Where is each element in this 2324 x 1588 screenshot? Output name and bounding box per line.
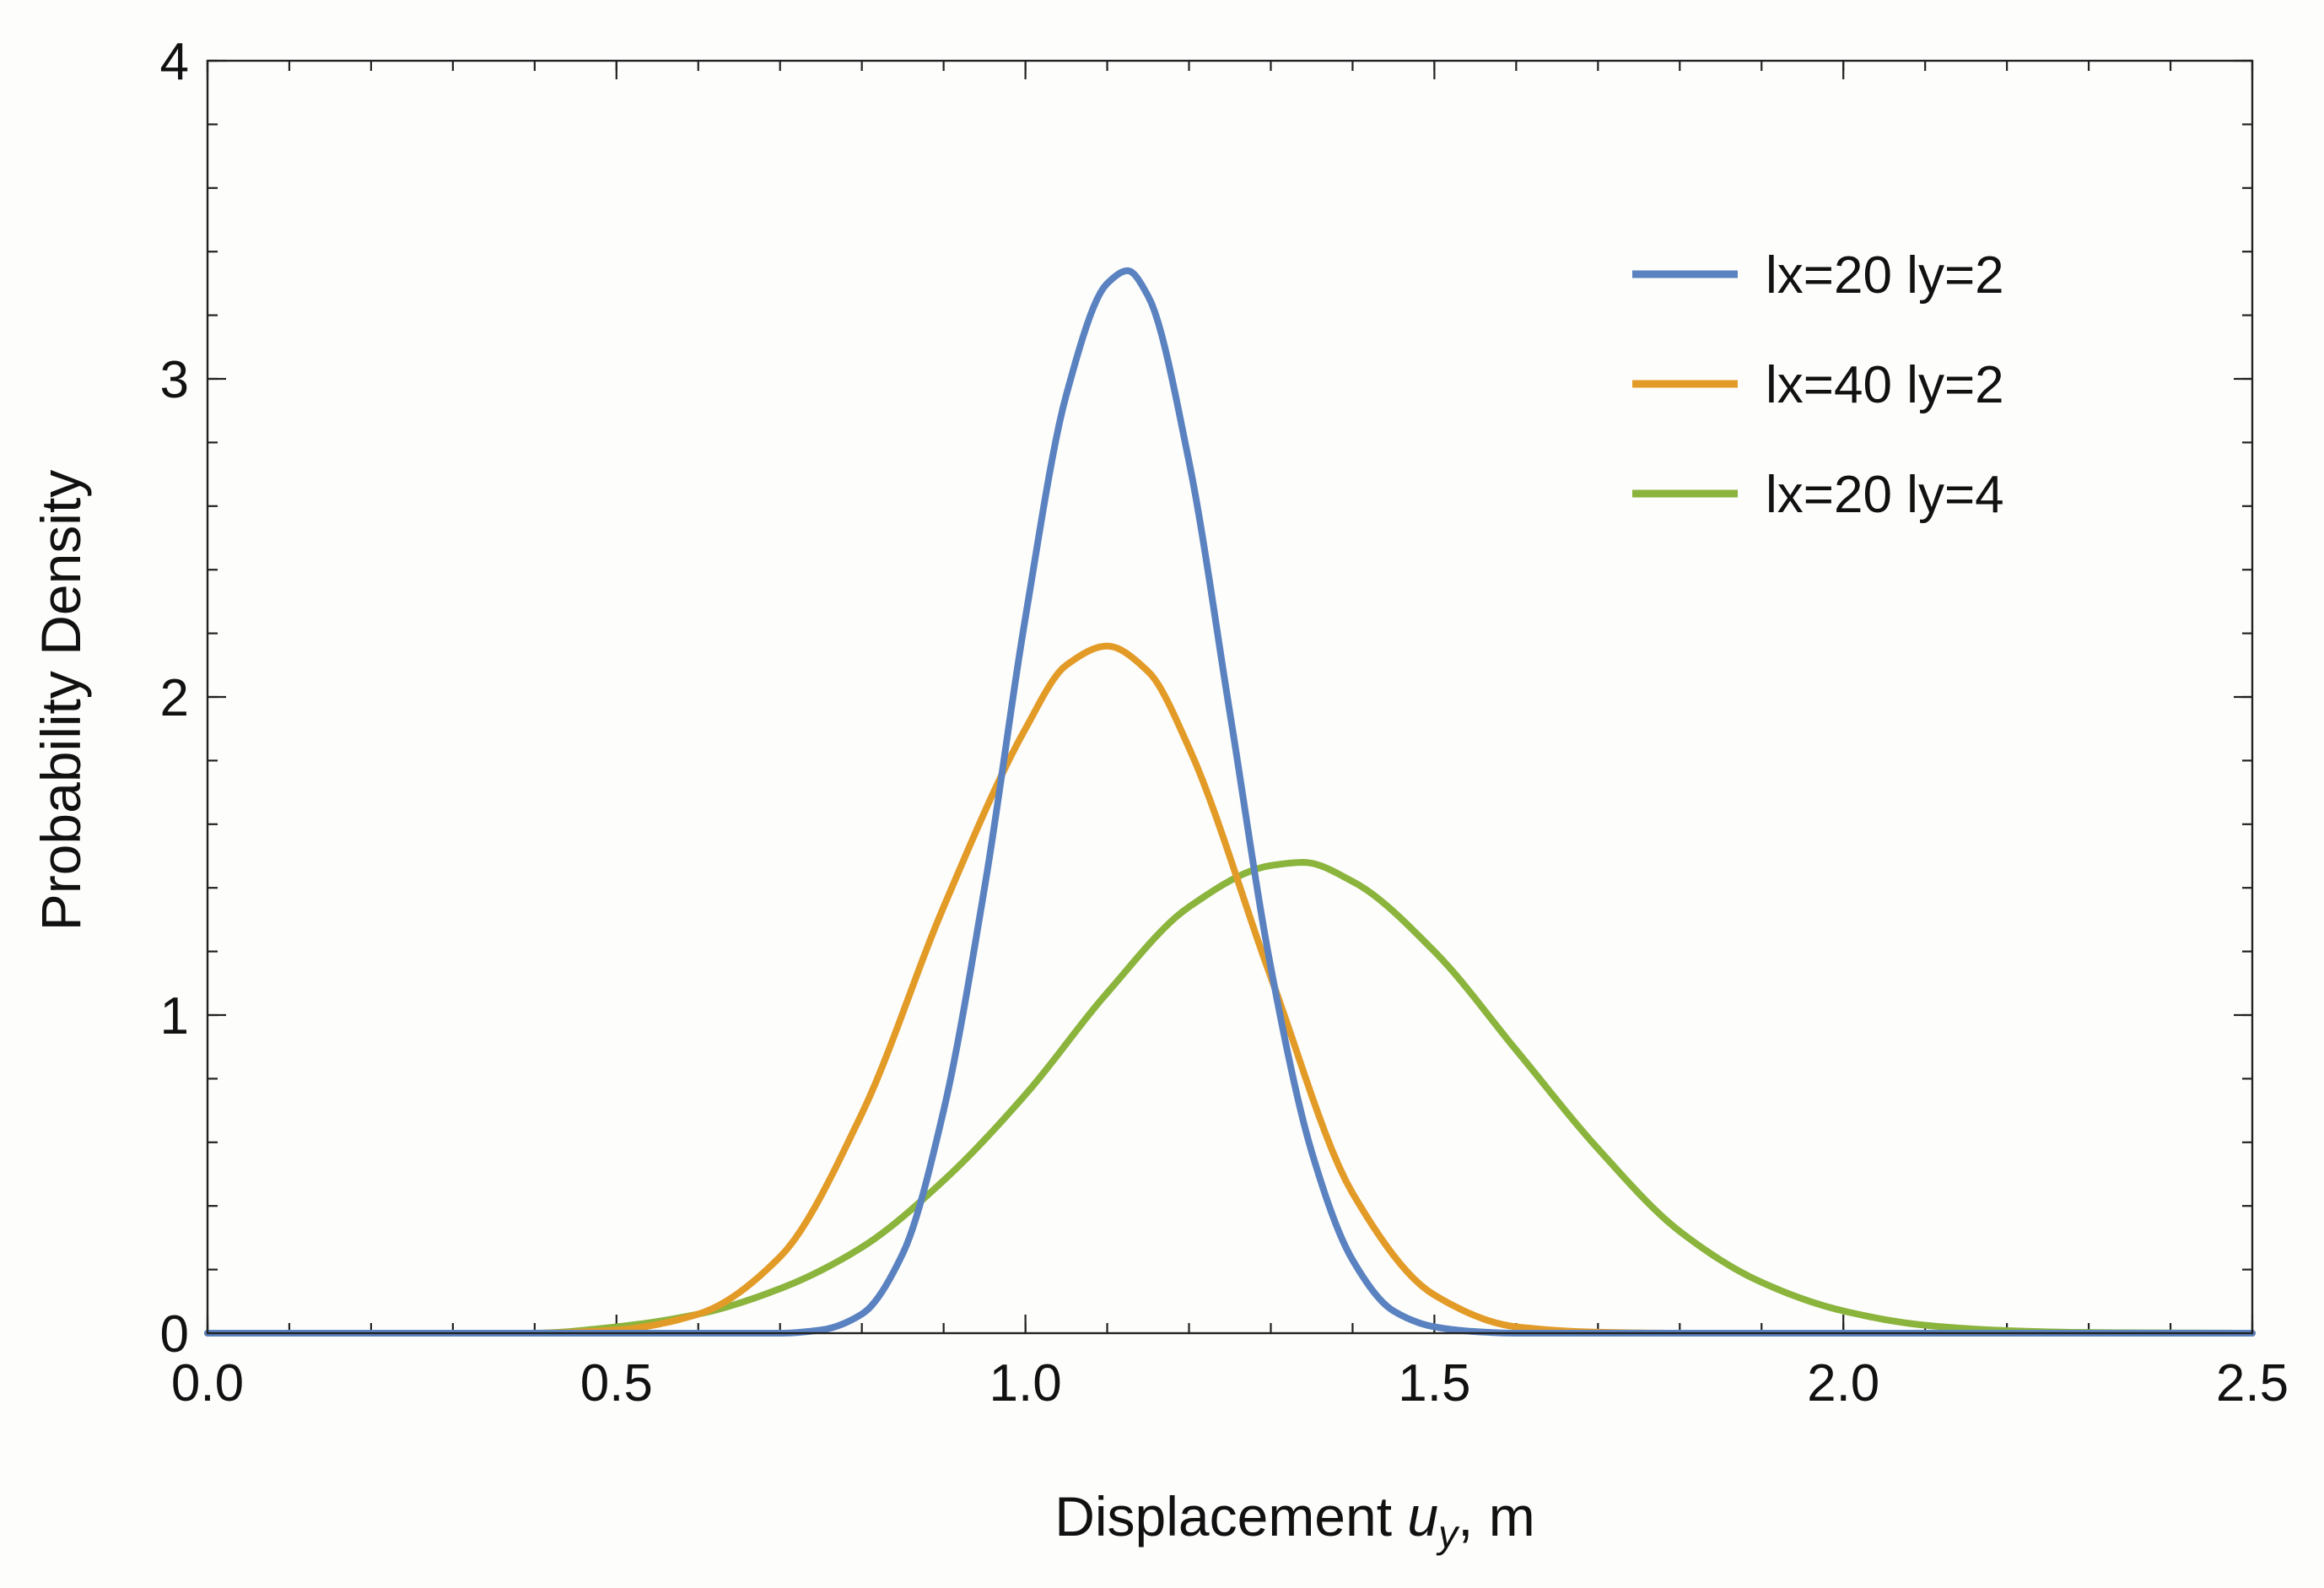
y-tick-label: 4 (160, 33, 189, 91)
series-line-3 (204, 859, 2256, 1337)
x-axis-title-variable: u (1407, 1485, 1438, 1547)
x-axis-title-main: Displacement (1054, 1485, 1407, 1547)
series-line-1 (204, 267, 2256, 1337)
series-line-2 (204, 642, 2256, 1337)
legend-label-3: lx=20 ly=4 (1766, 466, 2004, 524)
y-axis-title: Probability Density (30, 470, 92, 932)
x-axis-title-unit: , m (1458, 1485, 1535, 1547)
y-tick-label: 0 (160, 1305, 189, 1364)
x-axis-title-subscript: y (1436, 1512, 1460, 1556)
curves (204, 267, 2256, 1337)
x-tick-label: 2.5 (2216, 1354, 2289, 1412)
legend: lx=20 ly=2 lx=40 ly=2 lx=20 ly=4 (1632, 246, 2004, 524)
x-tick-labels: 0.0 0.5 1.0 1.5 2.0 2.5 (171, 1354, 2289, 1412)
plot-frame (206, 59, 2254, 1335)
x-tick-label: 0.0 (171, 1354, 244, 1412)
x-tick-label: 1.0 (989, 1354, 1061, 1412)
legend-label-1: lx=20 ly=2 (1766, 246, 2004, 305)
x-tick-label: 2.0 (1807, 1354, 1879, 1412)
legend-label-2: lx=40 ly=2 (1766, 356, 2004, 414)
y-tick-label: 3 (160, 351, 189, 409)
x-axis-title: Displacement uy, m (1054, 1485, 1535, 1556)
x-tick-label: 1.5 (1398, 1354, 1470, 1412)
y-tick-label: 1 (160, 987, 189, 1045)
y-tick-labels: 0 1 2 3 4 (160, 33, 189, 1364)
y-tick-label: 2 (160, 669, 189, 727)
x-tick-label: 0.5 (580, 1354, 653, 1412)
